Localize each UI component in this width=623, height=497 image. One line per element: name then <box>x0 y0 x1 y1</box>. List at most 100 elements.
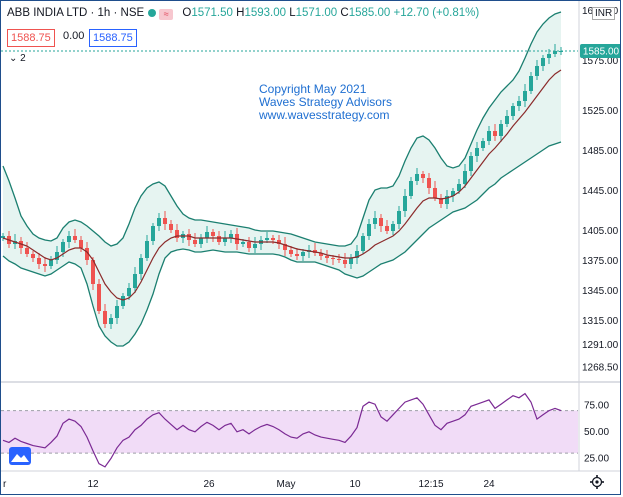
watermark-line1: Copyright May 2021 <box>259 82 367 96</box>
candle-body <box>265 238 269 240</box>
price-tick-label: 1445.00 <box>582 186 619 197</box>
candle-body <box>121 296 125 306</box>
price-tick-label: 1405.00 <box>582 226 619 237</box>
candle-body <box>289 250 293 254</box>
open-value: 1571.50 <box>191 7 233 19</box>
candle-body <box>319 253 323 256</box>
candle-body <box>541 58 545 66</box>
indicators-toggle[interactable]: ⌄ 2 <box>9 53 26 64</box>
candle-body <box>481 141 485 148</box>
symbol-name[interactable]: ABB INDIA LTD · 1h · NSE <box>7 7 145 19</box>
rsi-tick-label: 75.00 <box>584 400 609 411</box>
indicators-count: 2 <box>20 53 26 64</box>
bollinger-bands <box>2 11 562 347</box>
candle-body <box>133 274 137 288</box>
candle-body <box>385 226 389 231</box>
candle-body <box>271 238 275 240</box>
candle-body <box>55 252 59 260</box>
candle-body <box>85 248 89 260</box>
candle-body <box>409 181 413 196</box>
candle-body <box>505 116 509 124</box>
candle-body <box>103 311 107 324</box>
candle-body <box>475 148 479 156</box>
candle-body <box>163 218 167 224</box>
candle-body <box>457 184 461 191</box>
rsi-axis: 75.00 50.00 25.00 <box>584 400 609 464</box>
price-tick-label: 1375.00 <box>582 256 619 267</box>
rsi-band-fill <box>1 410 578 454</box>
band-fill <box>3 12 561 346</box>
candle-body <box>187 234 191 240</box>
price-axis: 1625.001575.001525.001485.001445.001405.… <box>582 6 619 374</box>
candle-body <box>517 101 521 106</box>
candle-body <box>109 318 113 324</box>
price-tick-label: 1291.00 <box>582 340 619 351</box>
candle-body <box>403 196 407 211</box>
price-tick-label: 1525.00 <box>582 106 619 117</box>
candle-body <box>439 198 443 204</box>
candle-body <box>229 234 233 238</box>
rsi-pane <box>1 392 578 468</box>
candle-body <box>379 218 383 226</box>
sell-button[interactable]: 1588.75 <box>7 29 55 47</box>
candle-body <box>355 251 359 258</box>
candle-body <box>421 174 425 178</box>
candle-body <box>37 258 41 264</box>
candle-body <box>67 236 71 242</box>
candle-body <box>139 258 143 274</box>
candle-body <box>283 244 287 250</box>
watermark-line3: www.wavesstrategy.com <box>258 108 389 122</box>
indicator-flag-icon: ≈ <box>159 9 174 20</box>
candle-body <box>391 224 395 231</box>
price-tick-label: 1268.50 <box>582 363 619 374</box>
candle-body <box>331 258 335 259</box>
candle-body <box>175 230 179 238</box>
logo-mountain-icon <box>9 447 31 465</box>
price-tick-label: 1315.00 <box>582 316 619 327</box>
candle-body <box>73 236 77 240</box>
candle-body <box>523 91 527 101</box>
candle-body <box>205 232 209 238</box>
buy-button[interactable]: 1588.75 <box>89 29 137 47</box>
close-value: 1585.00 <box>348 7 391 19</box>
watermark-line2: Waves Strategy Advisors <box>259 95 392 109</box>
candle-body <box>535 66 539 76</box>
settings-gear-icon[interactable] <box>590 475 604 489</box>
candle-body <box>61 242 65 252</box>
high-label: H <box>236 7 245 19</box>
time-tick-label: 26 <box>203 479 215 490</box>
chevron-down-icon: ⌄ <box>9 53 21 64</box>
candle-body <box>367 224 371 236</box>
candle-body <box>31 254 35 258</box>
candle-body <box>115 306 119 318</box>
candle-body <box>127 288 131 296</box>
spread-value: 0.00 <box>63 30 85 42</box>
change-value: +12.70 (+0.81%) <box>393 7 480 19</box>
candle-body <box>529 76 533 91</box>
candle-body <box>169 224 173 230</box>
candle-body <box>199 238 203 244</box>
candle-body <box>427 178 431 188</box>
candlesticks <box>1 44 563 329</box>
candle-body <box>463 171 467 184</box>
moving-average <box>2 69 562 301</box>
moving-average-line <box>2 69 562 301</box>
candle-body <box>445 196 449 204</box>
time-tick-label: 12:15 <box>418 479 443 490</box>
candle-body <box>79 240 83 248</box>
rsi-line <box>2 392 562 468</box>
candle-body <box>151 226 155 241</box>
candle-body <box>433 188 437 198</box>
candle-body <box>241 242 245 244</box>
candle-body <box>253 244 257 248</box>
candle-body <box>301 252 305 256</box>
candle-body <box>211 232 215 236</box>
candle-body <box>493 131 497 136</box>
candle-body <box>223 238 227 242</box>
candle-body <box>397 211 401 224</box>
time-axis: r 12 26 May 10 12:15 24 <box>3 479 495 490</box>
candle-body <box>295 254 299 256</box>
candle-body <box>553 51 557 54</box>
high-value: 1593.00 <box>244 7 287 19</box>
